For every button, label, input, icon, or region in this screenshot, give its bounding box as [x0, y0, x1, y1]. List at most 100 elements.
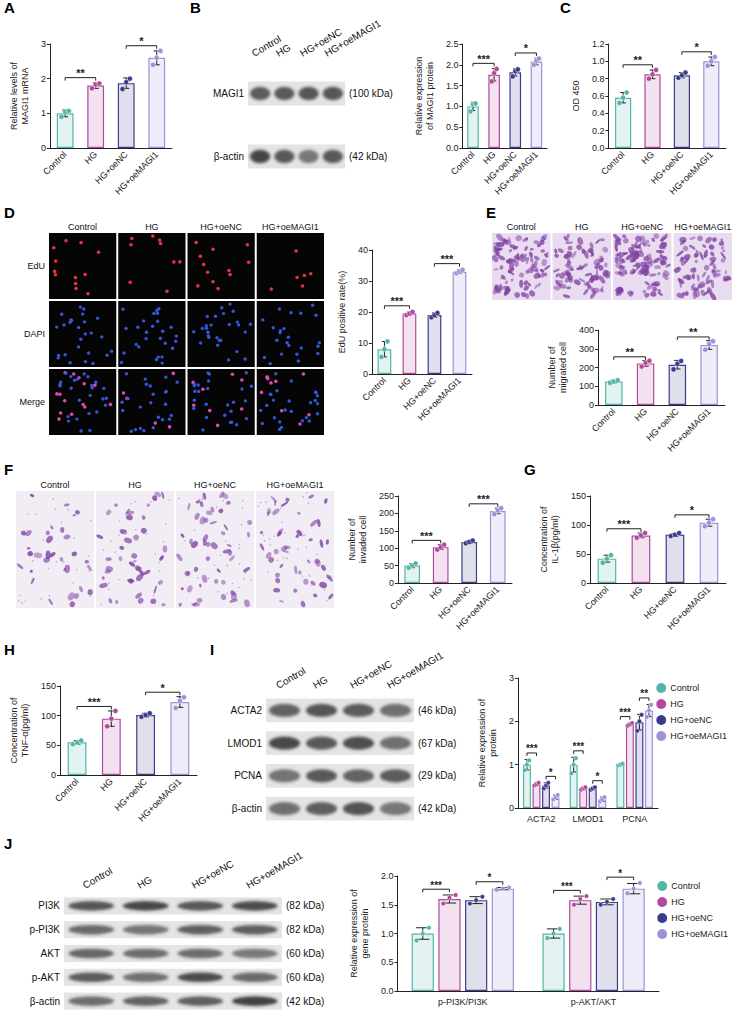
svg-text:(42 kDa): (42 kDa) [349, 151, 387, 162]
svg-text:HG: HG [670, 699, 684, 709]
svg-text:p-AKT: p-AKT [32, 972, 60, 983]
svg-text:PI3K: PI3K [38, 900, 60, 911]
svg-text:HG+oeMAGI1: HG+oeMAGI1 [671, 929, 728, 939]
svg-text:HG: HG [135, 874, 154, 891]
svg-text:**: ** [640, 688, 648, 699]
svg-text:0.6: 0.6 [592, 91, 605, 101]
svg-text:β-actin: β-actin [30, 996, 60, 1007]
svg-text:2.0: 2.0 [381, 871, 394, 881]
svg-text:1.5: 1.5 [446, 81, 459, 91]
svg-text:2.0: 2.0 [446, 60, 459, 70]
svg-text:HG+oeMAGI1: HG+oeMAGI1 [262, 222, 319, 232]
svg-text:0: 0 [589, 400, 594, 410]
svg-text:*: * [549, 767, 553, 778]
svg-text:PCNA: PCNA [622, 814, 647, 824]
svg-text:0: 0 [581, 578, 586, 588]
svg-text:100: 100 [41, 711, 56, 721]
svg-text:Relative expression of: Relative expression of [349, 889, 359, 978]
svg-text:HG: HG [481, 149, 498, 166]
svg-text:AKT: AKT [41, 948, 60, 959]
svg-text:**: ** [634, 54, 643, 66]
svg-text:HG+oeMAGI1: HG+oeMAGI1 [493, 149, 540, 196]
svg-text:0.2: 0.2 [592, 126, 605, 136]
svg-text:(67 kDa): (67 kDa) [418, 738, 456, 749]
svg-text:50: 50 [576, 549, 586, 559]
svg-text:HG+oeMAGI1: HG+oeMAGI1 [136, 776, 183, 823]
svg-text:2.5: 2.5 [446, 39, 459, 49]
svg-text:ACTA2: ACTA2 [527, 814, 555, 824]
svg-text:MAGI1 mRNA: MAGI1 mRNA [20, 67, 30, 124]
svg-text:3: 3 [509, 673, 514, 683]
svg-text:2: 2 [41, 74, 46, 84]
svg-text:p-AKT/AKT: p-AKT/AKT [571, 997, 617, 1007]
svg-text:***: *** [526, 743, 538, 754]
svg-text:HG+oeMAGI1: HG+oeMAGI1 [665, 406, 712, 453]
svg-text:Control: Control [670, 683, 699, 693]
svg-text:(82 kDa): (82 kDa) [286, 924, 324, 935]
svg-text:Control: Control [671, 881, 700, 891]
svg-text:HG+oeMAGI1: HG+oeMAGI1 [267, 480, 324, 490]
svg-text:1.0: 1.0 [592, 56, 605, 66]
svg-text:(60 kDa): (60 kDa) [286, 948, 324, 959]
svg-text:*: * [161, 682, 166, 694]
svg-text:Control: Control [81, 865, 114, 891]
svg-text:HG+oeMAGI1: HG+oeMAGI1 [416, 375, 463, 422]
svg-text:LMOD1: LMOD1 [228, 738, 263, 749]
svg-text:150: 150 [379, 526, 394, 536]
svg-text:HG+oeNC: HG+oeNC [190, 858, 236, 891]
svg-text:150: 150 [41, 681, 56, 691]
svg-text:***: *** [561, 881, 573, 892]
svg-text:HG+oeNC: HG+oeNC [194, 480, 236, 490]
svg-text:Number of: Number of [547, 346, 557, 389]
svg-text:100: 100 [571, 520, 586, 530]
svg-text:protein: protein [488, 729, 498, 757]
svg-text:150: 150 [571, 491, 586, 501]
svg-text:HG+oeMAGI1: HG+oeMAGI1 [113, 149, 160, 196]
svg-text:HG: HG [396, 375, 413, 392]
svg-text:EdU positive rate(%): EdU positive rate(%) [337, 271, 347, 354]
svg-text:0: 0 [509, 803, 514, 813]
svg-text:***: *** [430, 880, 442, 891]
svg-text:0.5: 0.5 [446, 122, 459, 132]
svg-text:0.4: 0.4 [592, 108, 605, 118]
svg-text:**: ** [689, 326, 698, 338]
svg-text:***: *** [391, 295, 405, 307]
svg-text:Control: Control [599, 149, 627, 177]
svg-text:Control: Control [40, 480, 69, 490]
svg-text:***: *** [477, 493, 491, 505]
svg-text:Control: Control [41, 149, 69, 177]
svg-text:***: *** [420, 530, 434, 542]
svg-text:250: 250 [379, 491, 394, 501]
svg-text:200: 200 [379, 508, 394, 518]
svg-text:PCNA: PCNA [234, 770, 262, 781]
svg-text:1.2: 1.2 [592, 39, 605, 49]
svg-text:HG: HG [628, 584, 645, 601]
svg-text:(42 kDa): (42 kDa) [286, 996, 324, 1007]
svg-text:HG+oeNC: HG+oeNC [200, 222, 242, 232]
svg-text:Control: Control [449, 149, 477, 177]
svg-text:(46 kDa): (46 kDa) [418, 705, 456, 716]
svg-text:Control: Control [68, 222, 97, 232]
svg-text:HG: HG [671, 897, 685, 907]
svg-text:HG+oeMAGI1: HG+oeMAGI1 [322, 18, 383, 59]
svg-text:HG+oeNC: HG+oeNC [670, 715, 712, 725]
svg-text:***: *** [619, 707, 631, 718]
svg-text:100: 100 [579, 381, 594, 391]
svg-text:Control: Control [388, 584, 416, 612]
svg-text:Control: Control [360, 375, 388, 403]
svg-text:Merge: Merge [19, 397, 45, 407]
svg-text:migrated cell: migrated cell [558, 342, 568, 393]
svg-text:0.0: 0.0 [446, 143, 459, 153]
svg-text:0.8: 0.8 [592, 74, 605, 84]
svg-text:gene protein: gene protein [360, 908, 370, 958]
svg-text:(29 kDa): (29 kDa) [418, 770, 456, 781]
svg-text:Concentration of: Concentration of [9, 697, 19, 764]
svg-text:MAGI1: MAGI1 [213, 88, 245, 99]
svg-text:*: * [139, 35, 144, 47]
svg-text:HG: HG [428, 584, 445, 601]
svg-text:Relative levels of: Relative levels of [9, 61, 19, 130]
svg-text:HG+oeMAGI1: HG+oeMAGI1 [670, 731, 727, 741]
svg-text:TNF-α(pg/ml): TNF-α(pg/ml) [20, 704, 30, 758]
svg-text:Control: Control [274, 665, 307, 691]
svg-text:HG: HG [639, 149, 656, 166]
